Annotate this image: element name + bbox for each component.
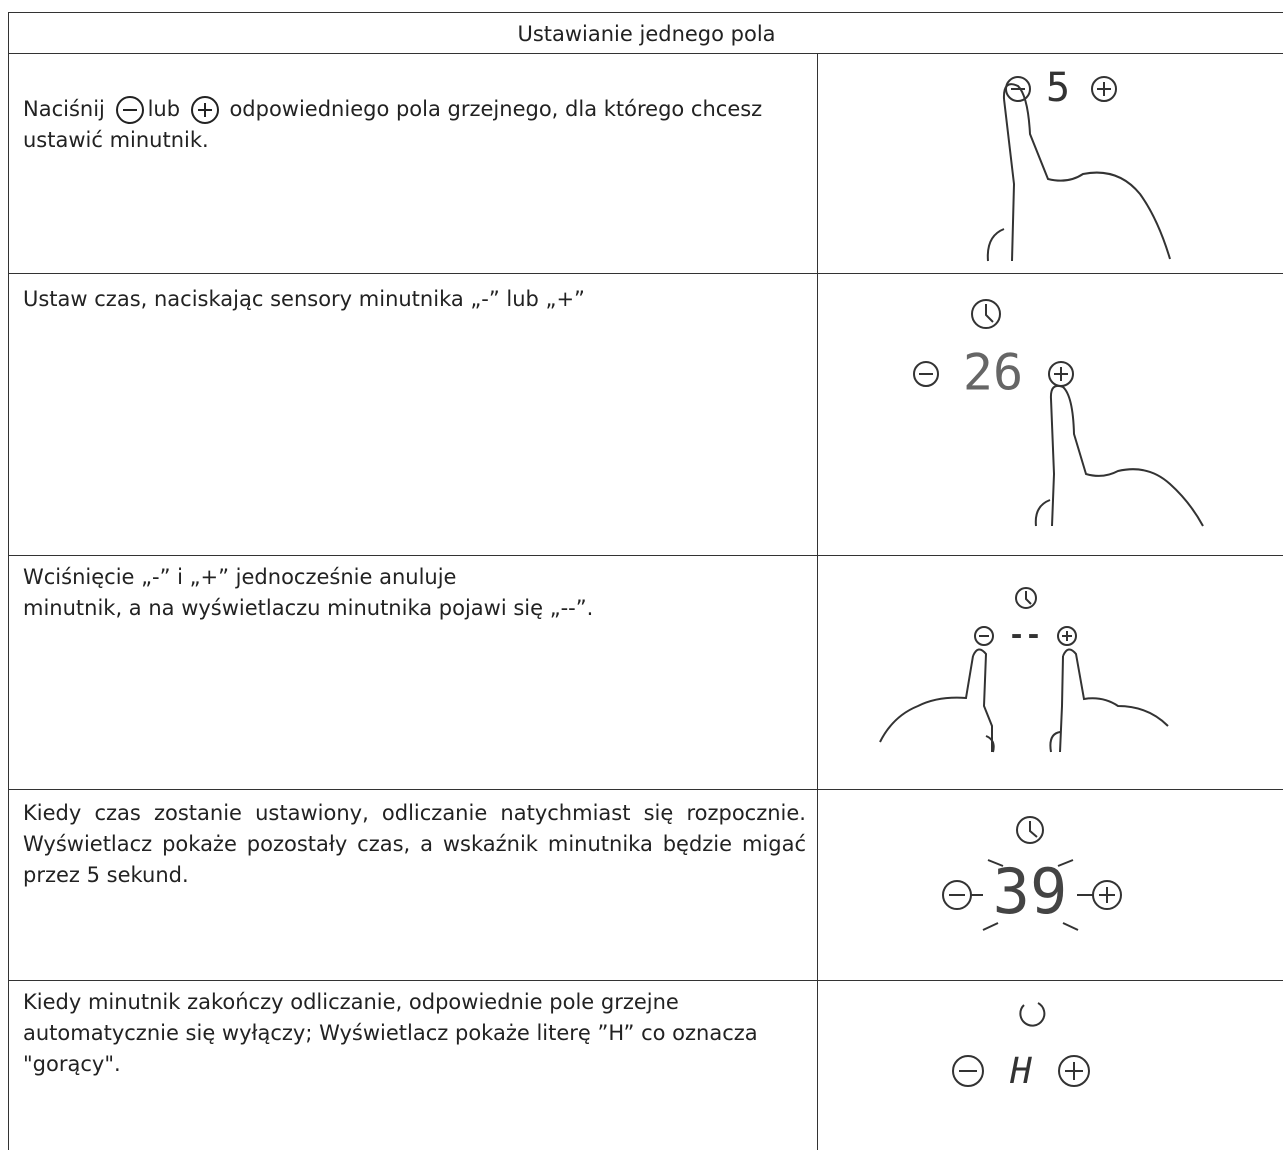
text-cell: Naciśnij lub odpowiedniego pola grzejneg…: [8, 53, 818, 274]
image-cell: 26: [817, 273, 1283, 556]
minus-icon: [974, 626, 994, 646]
text-cell: Ustaw czas, naciskając sensory minutnika…: [8, 273, 818, 556]
plus-icon: [1057, 626, 1077, 646]
text-cell: Kiedy czas zostanie ustawiony, odliczani…: [8, 789, 818, 981]
text-cell: Wciśnięcie „-” i „+” jednocześnie anuluj…: [8, 555, 818, 790]
clock-icon: [971, 299, 1001, 329]
plus-icon: [1058, 1055, 1090, 1087]
display: 39: [993, 855, 1068, 928]
text: Kiedy minutnik zakończy odliczanie, odpo…: [23, 990, 758, 1076]
clock-hands: [1029, 821, 1038, 838]
hand: [1034, 384, 1204, 527]
text: Kiedy czas zostanie ustawiony, odliczani…: [23, 801, 806, 887]
image-cell: H: [817, 980, 1283, 1150]
hand-left: [879, 648, 995, 753]
clock-hands: [1025, 591, 1032, 605]
header: Ustawianie jednego pola: [517, 22, 776, 46]
plus-icon: [190, 96, 219, 124]
minus-icon: [913, 361, 939, 387]
residual-heat-icon: [1019, 1002, 1046, 1027]
clock-hands: [985, 304, 994, 323]
minus-icon: [115, 96, 144, 124]
hand: [986, 83, 1171, 262]
illustration: --: [879, 587, 1169, 753]
text: Ustaw czas, naciskając sensory minutnika…: [23, 287, 585, 311]
clock-icon: [1016, 816, 1044, 844]
display: H: [1009, 1051, 1032, 1092]
image-cell: --: [817, 555, 1283, 790]
plus-icon: [1092, 880, 1122, 910]
illustration: 26: [913, 299, 1204, 527]
text-cell: Kiedy minutnik zakończy odliczanie, odpo…: [8, 980, 818, 1150]
illustration: H: [952, 1002, 1090, 1092]
minus-icon: [952, 1055, 984, 1087]
hand-right: [1049, 648, 1169, 753]
rays: [982, 859, 1079, 931]
text-line: Wciśnięcie „-” i „+” jednocześnie anuluj…: [23, 565, 457, 589]
illustration: 39: [942, 816, 1122, 931]
header-cell: Ustawianie jednego pola: [8, 12, 1283, 54]
display: 5: [1046, 65, 1070, 111]
display: --: [1008, 618, 1042, 651]
text: odpowiedniego pola grzejnego, dla któreg…: [23, 97, 763, 152]
clock-icon: [1015, 587, 1037, 609]
image-cell: 5: [817, 53, 1283, 274]
plus-icon: [1091, 76, 1117, 102]
illustration: 5: [986, 65, 1171, 262]
text: lub: [147, 97, 181, 121]
display: 26: [963, 344, 1023, 402]
text-line: minutnik, a na wyświetlaczu minutnika po…: [23, 596, 594, 620]
image-cell: 39: [817, 789, 1283, 981]
text: Naciśnij: [23, 97, 105, 121]
